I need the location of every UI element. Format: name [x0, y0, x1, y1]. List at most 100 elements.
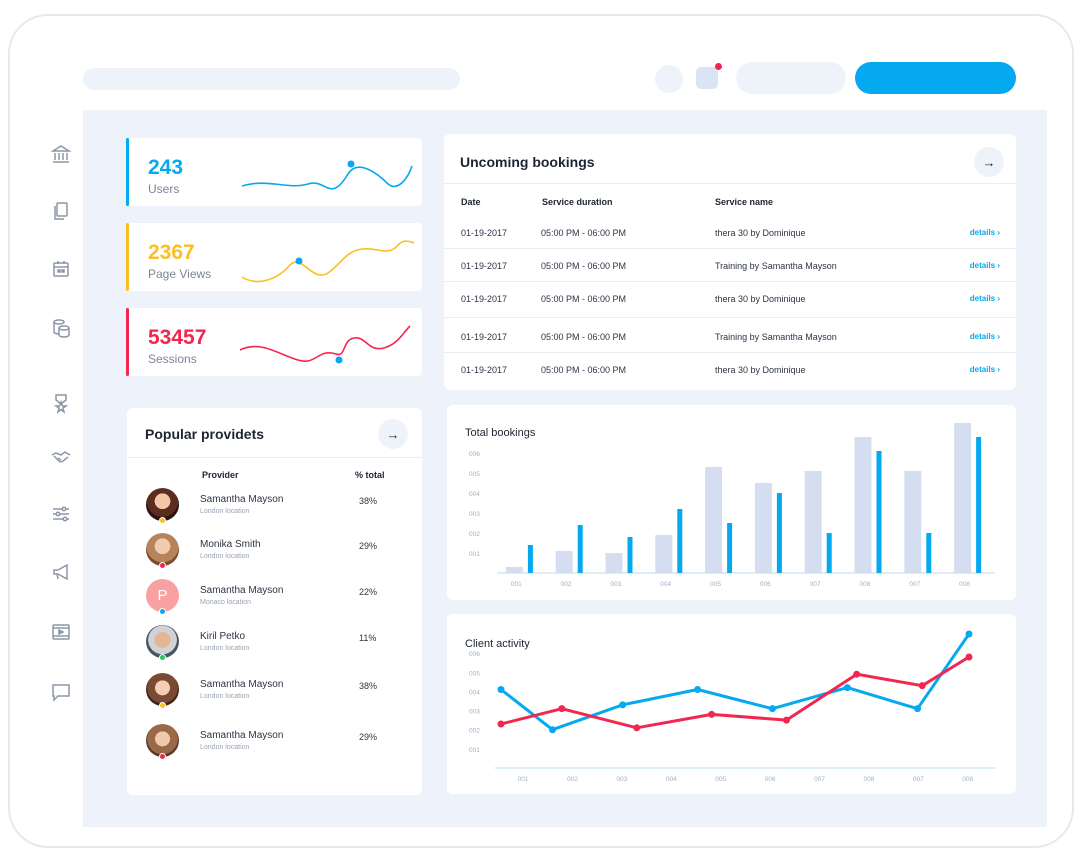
x-tick-label: 005	[710, 581, 721, 588]
x-tick-label: 001	[518, 776, 529, 783]
data-point-red	[918, 682, 926, 690]
x-tick-label: 003	[611, 581, 622, 588]
sliders-icon[interactable]	[50, 503, 72, 525]
status-dot	[159, 562, 166, 569]
provider-name: Monika Smith	[200, 539, 261, 550]
cell-duration: 05:00 PM - 06:00 PM	[541, 365, 627, 375]
series-line-blue	[500, 633, 971, 732]
details-link[interactable]: details ›	[969, 228, 1000, 237]
sparkline	[241, 240, 415, 283]
divider	[444, 183, 1016, 184]
chart-title: Total bookings	[465, 427, 536, 439]
video-icon[interactable]	[50, 621, 72, 643]
providers-arrow-button[interactable]: →	[378, 419, 408, 449]
bar-blue	[976, 437, 982, 573]
data-point-red	[633, 724, 641, 732]
list-item[interactable]: P Samantha Mayson Monaco location 22%	[127, 579, 421, 624]
documents-icon[interactable]	[50, 200, 72, 222]
provider-location: London location	[200, 693, 250, 700]
x-tick-label: 002	[567, 776, 578, 783]
list-item[interactable]: Samantha Mayson London location 29%	[127, 724, 421, 769]
cell-service: Training by Samantha Mayson	[715, 332, 837, 342]
provider-name: Samantha Mayson	[200, 494, 284, 505]
list-item[interactable]: Samantha Mayson London location 38%	[127, 673, 421, 718]
y-tick-label: 005	[469, 670, 480, 677]
bar-blue	[677, 509, 683, 573]
bar-grey	[705, 467, 723, 573]
cell-date: 01-19-2017	[461, 261, 508, 271]
notifications-button[interactable]	[696, 67, 718, 89]
stat-card-page-views: 2367 Page Views	[126, 223, 422, 291]
megaphone-icon[interactable]	[50, 561, 72, 583]
x-tick-label: 007	[909, 581, 920, 588]
stat-value: 53457	[148, 326, 207, 349]
avatar	[146, 625, 179, 658]
x-tick-label: 008	[959, 581, 970, 588]
x-tick-label: 007	[913, 776, 924, 783]
provider-location: London location	[200, 508, 250, 515]
bank-icon[interactable]	[50, 143, 72, 165]
list-item[interactable]: Samantha Mayson London location 38%	[127, 488, 421, 533]
providers-card: Popular providets → Provider % total Sam…	[127, 408, 422, 795]
details-link[interactable]: details ›	[969, 261, 1000, 270]
provider-pct: 22%	[359, 587, 378, 597]
chat-icon[interactable]	[50, 681, 72, 703]
accent-bar	[126, 223, 129, 291]
provider-pct: 11%	[359, 633, 377, 643]
list-item[interactable]: Kiril Petko London location 11%	[127, 625, 421, 670]
award-icon[interactable]	[50, 392, 72, 415]
table-row: 01-19-2017 05:00 PM - 06:00 PM thera 30 …	[444, 282, 1016, 318]
coins-icon[interactable]	[50, 317, 72, 339]
bar-blue	[627, 537, 633, 573]
primary-action-button[interactable]	[855, 62, 1016, 94]
x-tick-label: 006	[765, 776, 776, 783]
providers-title: Popular providets	[145, 426, 265, 442]
stat-value: 2367	[148, 241, 195, 264]
details-link[interactable]: details ›	[969, 365, 1000, 374]
data-point-red	[708, 710, 716, 718]
list-item[interactable]: Monika Smith London location 29%	[127, 533, 421, 578]
y-tick-label: 005	[469, 471, 480, 478]
bar-blue	[876, 451, 882, 573]
bookings-arrow-button[interactable]: →	[974, 147, 1004, 177]
data-point-red	[782, 716, 790, 724]
bookings-card: Uncoming bookings → Date Service duratio…	[444, 134, 1016, 390]
table-row: 01-19-2017 05:00 PM - 06:00 PM thera 30 …	[444, 216, 1016, 249]
stat-label: Users	[148, 182, 180, 196]
calendar-icon[interactable]	[50, 258, 72, 280]
avatar	[146, 724, 179, 757]
details-link[interactable]: details ›	[969, 332, 1000, 341]
secondary-action-button[interactable]	[736, 62, 846, 94]
y-tick-label: 004	[469, 689, 480, 696]
provider-name: Samantha Mayson	[200, 730, 284, 741]
x-tick-label: 007	[814, 776, 825, 783]
bar-chart: 001 002 003 004 005 006 001 002 003 004 005 006 007 0…	[469, 423, 995, 588]
data-point-red	[965, 653, 973, 661]
avatar	[146, 673, 179, 706]
stat-label: Page Views	[148, 267, 212, 281]
profile-button[interactable]	[655, 65, 683, 93]
search-bar[interactable]	[83, 68, 460, 90]
data-point-blue	[694, 686, 702, 694]
divider	[127, 457, 422, 458]
data-point-blue	[497, 686, 505, 694]
x-tick-label: 004	[660, 581, 671, 588]
bar-grey	[904, 471, 922, 573]
handshake-icon[interactable]	[50, 446, 72, 468]
bar-blue	[577, 525, 583, 573]
data-point-blue	[843, 684, 851, 692]
cell-duration: 05:00 PM - 06:00 PM	[541, 332, 627, 342]
details-link[interactable]: details ›	[969, 294, 1000, 303]
provider-pct: 29%	[359, 541, 378, 551]
chart-title: Client activity	[465, 638, 530, 650]
line-chart: 001 002 003 004 005 006 001 002 003 004 005 006 007 0…	[469, 630, 995, 783]
x-tick-label: 008	[864, 776, 875, 783]
provider-location: Monaco location	[200, 599, 251, 606]
provider-name: Samantha Mayson	[200, 585, 284, 596]
data-point-blue	[619, 701, 627, 709]
x-tick-label: 008	[860, 581, 871, 588]
provider-name: Samantha Mayson	[200, 679, 284, 690]
data-point-red	[497, 720, 505, 728]
bar-blue	[527, 545, 533, 573]
notification-dot	[715, 63, 722, 70]
